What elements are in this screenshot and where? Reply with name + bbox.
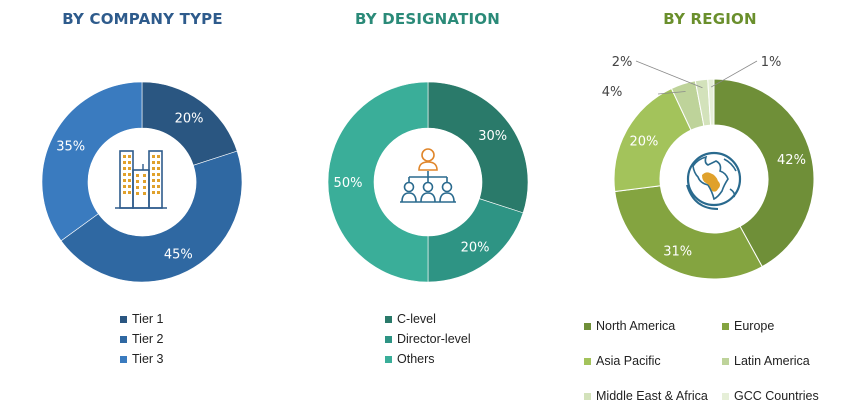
legend-label: Director-level bbox=[397, 332, 471, 346]
slice-europe bbox=[614, 185, 763, 280]
legend-label: Tier 3 bbox=[132, 352, 164, 366]
company-type-title: BY COMPANY TYPE bbox=[62, 10, 223, 28]
designation-legend: C-level Director-level Others bbox=[385, 309, 471, 369]
slice-label: 31% bbox=[663, 244, 692, 259]
region-title: BY REGION bbox=[663, 10, 757, 28]
legend-label: Tier 2 bbox=[132, 332, 164, 346]
legend-label: Europe bbox=[734, 319, 775, 333]
legend-swatch bbox=[722, 357, 729, 365]
slice-label: 20% bbox=[461, 241, 490, 256]
legend-label: C-level bbox=[397, 312, 436, 326]
legend-swatch bbox=[120, 315, 127, 323]
leader-line bbox=[710, 60, 758, 88]
company-type-donut: 20% 45% 35% bbox=[41, 81, 243, 283]
donut-hole bbox=[88, 128, 196, 236]
legend-label: Middle East & Africa bbox=[596, 389, 708, 403]
leader-line bbox=[657, 91, 686, 95]
designation-panel: BY DESIGNATION 30% 20% 50% C-level bbox=[285, 0, 570, 417]
slice-label: 20% bbox=[629, 134, 658, 149]
slice-label: 1% bbox=[761, 55, 782, 70]
legend-item-tier-3: Tier 3 bbox=[120, 349, 164, 369]
legend-label: Tier 1 bbox=[132, 312, 164, 326]
legend-item-asia-pacific: Asia Pacific bbox=[584, 352, 722, 370]
legend-label: North America bbox=[596, 319, 676, 333]
legend-item-others: Others bbox=[385, 349, 471, 369]
globe-africa-icon bbox=[686, 151, 742, 210]
region-donut: 42% 31% 20% 4% 2% 1% bbox=[602, 55, 815, 280]
legend-item-gcc-countries: GCC Countries bbox=[722, 387, 832, 405]
legend-swatch bbox=[120, 335, 127, 343]
legend-item-director-level: Director-level bbox=[385, 329, 471, 349]
legend-item-tier-2: Tier 2 bbox=[120, 329, 164, 349]
legend-swatch bbox=[385, 355, 392, 363]
legend-item-middle-east-africa: Middle East & Africa bbox=[584, 387, 722, 405]
legend-swatch bbox=[385, 335, 392, 343]
slice-label: 35% bbox=[56, 140, 85, 155]
legend-swatch bbox=[120, 355, 127, 363]
legend-label: Latin America bbox=[734, 354, 810, 368]
slice-label: 45% bbox=[164, 247, 193, 262]
legend-swatch bbox=[584, 392, 591, 400]
legend-item-tier-1: Tier 1 bbox=[120, 309, 164, 329]
legend-item-north-america: North America bbox=[584, 317, 722, 335]
legend-item-europe: Europe bbox=[722, 317, 832, 335]
legend-swatch bbox=[385, 315, 392, 323]
buildings-icon bbox=[115, 150, 167, 209]
legend-item-latin-america: Latin America bbox=[722, 352, 832, 370]
slice-label: 2% bbox=[612, 55, 633, 70]
company-type-legend: Tier 1 Tier 2 Tier 3 bbox=[120, 309, 164, 369]
org-chart-people-icon bbox=[400, 148, 456, 203]
legend-swatch bbox=[584, 357, 591, 365]
legend-swatch bbox=[584, 322, 591, 330]
slice-label: 4% bbox=[602, 85, 623, 100]
legend-swatch bbox=[722, 392, 729, 400]
slice-label: 20% bbox=[175, 111, 204, 126]
slice-label: 30% bbox=[478, 129, 507, 144]
legend-swatch bbox=[722, 322, 729, 330]
slice-label: 42% bbox=[777, 153, 806, 168]
legend-label: Asia Pacific bbox=[596, 354, 661, 368]
designation-title: BY DESIGNATION bbox=[354, 10, 500, 28]
leader-line bbox=[635, 60, 703, 89]
region-panel: BY REGION 42% 31% 20% 4% 2% 1% North America … bbox=[570, 0, 850, 417]
region-legend: North America Europe Asia Pacific Latin … bbox=[584, 317, 832, 405]
legend-label: Others bbox=[397, 352, 435, 366]
slice-label: 50% bbox=[334, 176, 363, 191]
legend-label: GCC Countries bbox=[734, 389, 819, 403]
designation-donut: 30% 20% 50% bbox=[327, 81, 529, 283]
legend-item-c-level: C-level bbox=[385, 309, 471, 329]
company-type-panel: BY COMPANY TYPE 20% 45% 35% bbox=[0, 0, 285, 417]
